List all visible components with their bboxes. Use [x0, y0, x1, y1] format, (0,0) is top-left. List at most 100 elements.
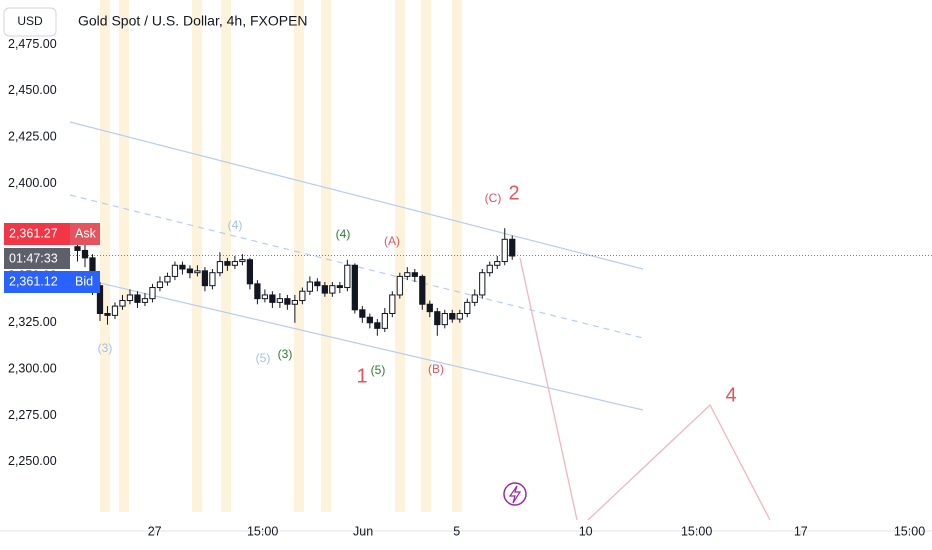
y-tick-label: 2,450.00 — [8, 83, 57, 97]
ask-label: Ask — [75, 226, 97, 240]
candle-body — [254, 283, 261, 300]
candle-body — [179, 264, 186, 270]
x-tick-label: 15:00 — [681, 524, 712, 538]
x-tick-label: 10 — [579, 524, 593, 538]
candle-body — [156, 281, 164, 289]
candle-body — [276, 298, 284, 303]
wave-label: 1 — [356, 365, 367, 387]
session-bands — [100, 0, 462, 512]
candle-body — [344, 264, 351, 289]
wave-label: (5) — [256, 351, 271, 365]
candle-body — [329, 285, 336, 294]
candle-body — [426, 303, 433, 313]
currency-button[interactable] — [3, 7, 57, 37]
candle-body — [81, 249, 89, 259]
session-stripe — [452, 0, 462, 512]
y-tick-label: 2,325.00 — [8, 315, 57, 329]
y-tick-label: 2,400.00 — [8, 176, 57, 190]
session-stripe — [421, 0, 431, 512]
countdown-tag — [4, 248, 70, 269]
candle-body — [299, 290, 306, 302]
session-stripe — [119, 0, 129, 512]
candle-body — [261, 294, 269, 300]
channel-lower — [69, 275, 644, 411]
candle-body — [396, 275, 403, 296]
session-stripe — [100, 0, 110, 512]
candle-body — [284, 298, 291, 305]
wave-label: (3) — [98, 341, 113, 355]
candle-body — [509, 238, 516, 257]
candle-body — [351, 264, 358, 311]
candle-body — [471, 294, 478, 303]
plot: 2,250.002,275.002,300.002,325.002,350.00… — [8, 37, 932, 538]
candle-body — [194, 270, 201, 274]
wave-label: (4) — [336, 227, 351, 241]
candle-body — [306, 281, 313, 292]
candle-body — [186, 268, 194, 274]
candle-body — [464, 301, 471, 315]
event-icon[interactable] — [503, 482, 527, 506]
x-tick-label: 5 — [453, 524, 460, 538]
session-stripe — [221, 0, 231, 512]
lightning-glyph — [508, 485, 522, 504]
candle-body — [201, 270, 209, 287]
candle-body — [314, 281, 321, 287]
countdown: 01:47:33 — [9, 251, 58, 265]
candle-body — [164, 275, 171, 283]
candle-body — [239, 259, 246, 263]
symbol-title: Gold Spot / U.S. Dollar, 4h, FXOPEN — [78, 13, 308, 29]
candle-body — [374, 322, 381, 329]
bid-label: Bid — [75, 274, 93, 288]
channel-upper — [69, 121, 644, 270]
candle-body — [321, 285, 328, 294]
x-tick-label: 17 — [794, 524, 808, 538]
x-tick-label: Jun — [353, 524, 373, 538]
candle-body — [336, 285, 343, 289]
wave-label: (B) — [428, 362, 444, 376]
wave-label: (C) — [485, 191, 502, 205]
y-tick-label: 2,300.00 — [8, 361, 57, 375]
candle-body — [141, 298, 149, 303]
x-tick-label: 15:00 — [247, 524, 278, 538]
currency-label: USD — [17, 14, 43, 28]
session-stripe — [192, 0, 202, 512]
candle-body — [479, 272, 486, 296]
y-tick-label: 2,275.00 — [8, 408, 57, 422]
candle-body — [126, 294, 134, 302]
projection-line — [519, 257, 578, 521]
ask-tag-side — [70, 223, 100, 245]
candle-body — [501, 238, 508, 263]
ask-tag — [4, 223, 70, 245]
candle-body — [149, 287, 156, 300]
candle-body — [419, 275, 426, 305]
candle-body — [231, 261, 239, 266]
candle-body — [404, 272, 411, 277]
candle-body — [494, 261, 501, 266]
bid-price: 2,361.12 — [9, 274, 58, 288]
candle-body — [224, 261, 231, 266]
candle-body — [441, 313, 448, 326]
candle-body — [411, 272, 418, 277]
candle-body — [269, 294, 276, 303]
session-stripe — [294, 0, 304, 512]
candle-body — [381, 313, 388, 329]
session-stripe — [395, 0, 405, 512]
y-tick-label: 2,475.00 — [8, 37, 57, 51]
candle-body — [74, 246, 81, 251]
wave-label: 4 — [725, 384, 736, 406]
wave-label: (A) — [384, 234, 400, 248]
wave-label: 2 — [508, 182, 519, 204]
candle-body — [291, 300, 298, 305]
candle-body — [486, 264, 493, 274]
candle-body — [171, 264, 179, 277]
candle-body — [134, 294, 141, 303]
y-tick-label: 2,425.00 — [8, 130, 57, 144]
candle-body — [366, 316, 373, 324]
projection-line — [587, 403, 771, 521]
session-stripe — [321, 0, 331, 512]
candle-body — [449, 313, 456, 320]
wave-label: (5) — [371, 363, 386, 377]
wave-label: (3) — [278, 347, 293, 361]
